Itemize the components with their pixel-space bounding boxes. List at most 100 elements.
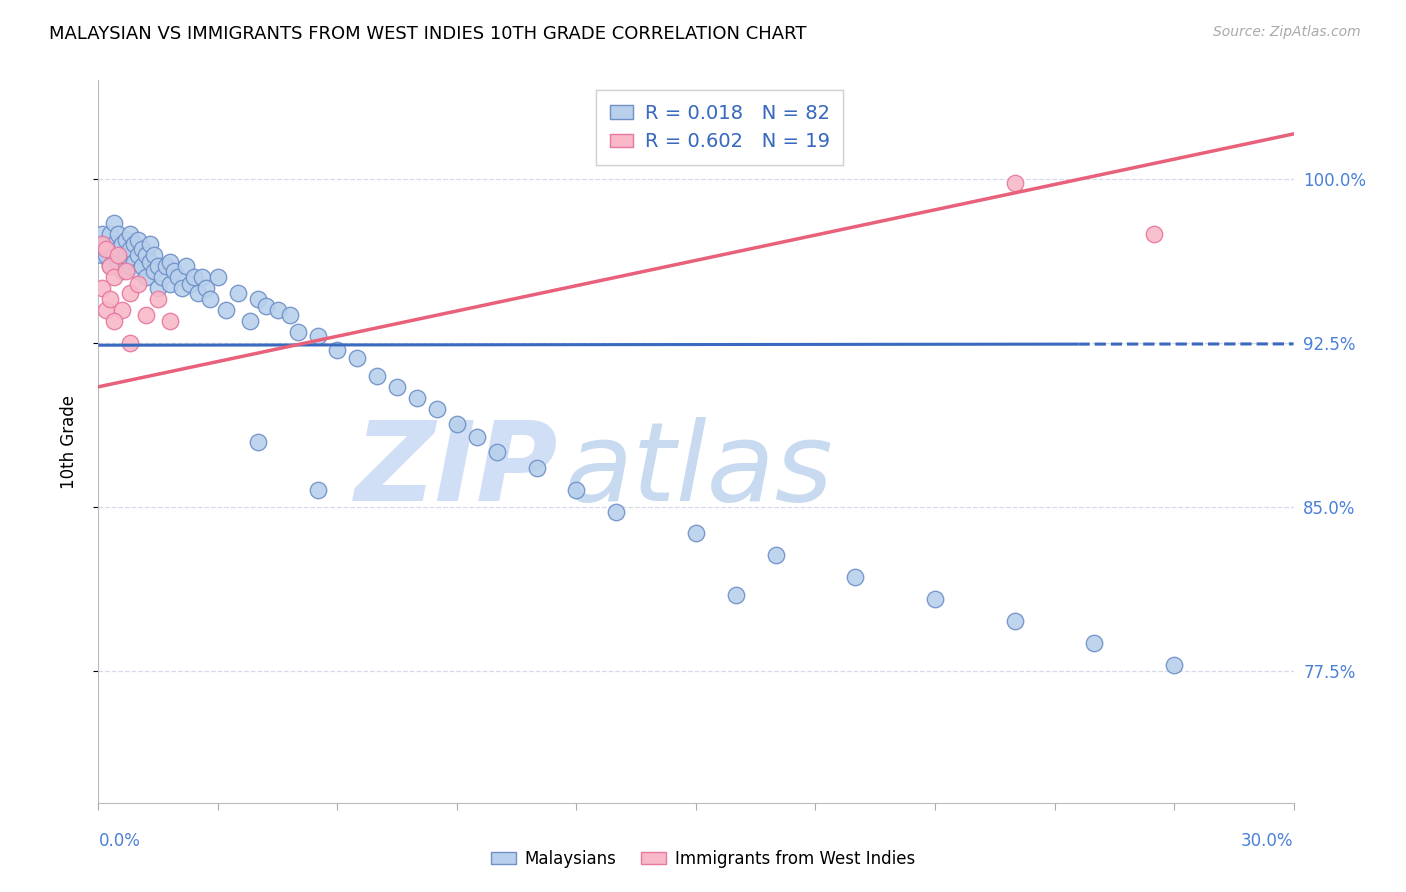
Point	[195, 281, 218, 295]
Point	[115, 233, 138, 247]
Point	[103, 237, 125, 252]
Point	[307, 329, 329, 343]
Point	[565, 483, 588, 497]
Point	[187, 285, 209, 300]
Point	[159, 314, 181, 328]
Point	[91, 237, 114, 252]
Point	[198, 292, 221, 306]
Text: Source: ZipAtlas.com: Source: ZipAtlas.com	[1213, 25, 1361, 39]
Point	[127, 233, 149, 247]
Point	[465, 430, 488, 444]
Point	[685, 526, 707, 541]
Point	[91, 237, 114, 252]
Point	[1143, 227, 1166, 241]
Point	[446, 417, 468, 431]
Point	[98, 292, 122, 306]
Point	[307, 483, 329, 497]
Point	[98, 260, 122, 274]
Point	[120, 336, 142, 351]
Point	[91, 227, 114, 241]
Point	[385, 380, 409, 394]
Point	[124, 237, 146, 252]
Point	[239, 314, 262, 328]
Point	[135, 248, 157, 262]
Point	[159, 255, 181, 269]
Point	[326, 343, 349, 357]
Point	[1163, 657, 1185, 672]
Point	[120, 227, 142, 241]
Point	[135, 270, 157, 285]
Point	[191, 270, 214, 285]
Point	[131, 242, 153, 256]
Point	[148, 281, 170, 295]
Point	[183, 270, 205, 285]
Point	[135, 308, 157, 322]
Point	[426, 401, 449, 416]
Point	[127, 264, 149, 278]
Point	[120, 242, 142, 256]
Text: ZIP: ZIP	[356, 417, 558, 524]
Point	[844, 570, 866, 584]
Point	[155, 260, 177, 274]
Point	[724, 588, 747, 602]
Point	[150, 270, 173, 285]
Point	[148, 292, 170, 306]
Point	[115, 248, 138, 262]
Point	[163, 264, 186, 278]
Point	[1083, 636, 1105, 650]
Text: MALAYSIAN VS IMMIGRANTS FROM WEST INDIES 10TH GRADE CORRELATION CHART: MALAYSIAN VS IMMIGRANTS FROM WEST INDIES…	[49, 25, 807, 43]
Point	[267, 303, 290, 318]
Point	[172, 281, 194, 295]
Y-axis label: 10th Grade: 10th Grade	[59, 394, 77, 489]
Point	[127, 248, 149, 262]
Point	[111, 264, 134, 278]
Point	[107, 248, 129, 262]
Point	[143, 264, 166, 278]
Point	[605, 505, 627, 519]
Point	[406, 391, 429, 405]
Point	[246, 434, 269, 449]
Point	[167, 270, 190, 285]
Point	[96, 237, 118, 252]
Text: 30.0%: 30.0%	[1241, 831, 1294, 850]
Point	[1004, 614, 1026, 628]
Point	[103, 270, 125, 285]
Point	[131, 260, 153, 274]
Point	[96, 248, 118, 262]
Point	[107, 227, 129, 241]
Point	[148, 260, 170, 274]
Point	[107, 255, 129, 269]
Legend: Malaysians, Immigrants from West Indies: Malaysians, Immigrants from West Indies	[485, 844, 921, 875]
Point	[924, 592, 946, 607]
Text: 0.0%: 0.0%	[98, 831, 141, 850]
Point	[103, 216, 125, 230]
Point	[98, 242, 122, 256]
Point	[366, 368, 388, 383]
Point	[96, 242, 118, 256]
Point	[91, 248, 114, 262]
Point	[103, 314, 125, 328]
Point	[103, 248, 125, 262]
Point	[111, 303, 134, 318]
Point	[287, 325, 309, 339]
Point	[485, 445, 508, 459]
Point	[143, 248, 166, 262]
Point	[246, 292, 269, 306]
Point	[226, 285, 249, 300]
Point	[207, 270, 229, 285]
Point	[346, 351, 368, 366]
Point	[139, 255, 162, 269]
Point	[215, 303, 238, 318]
Point	[254, 299, 277, 313]
Legend: R = 0.018   N = 82, R = 0.602   N = 19: R = 0.018 N = 82, R = 0.602 N = 19	[596, 90, 844, 165]
Point	[765, 549, 787, 563]
Point	[115, 264, 138, 278]
Point	[98, 227, 122, 241]
Point	[1004, 176, 1026, 190]
Point	[179, 277, 201, 291]
Point	[91, 281, 114, 295]
Point	[139, 237, 162, 252]
Point	[96, 303, 118, 318]
Point	[278, 308, 301, 322]
Point	[107, 242, 129, 256]
